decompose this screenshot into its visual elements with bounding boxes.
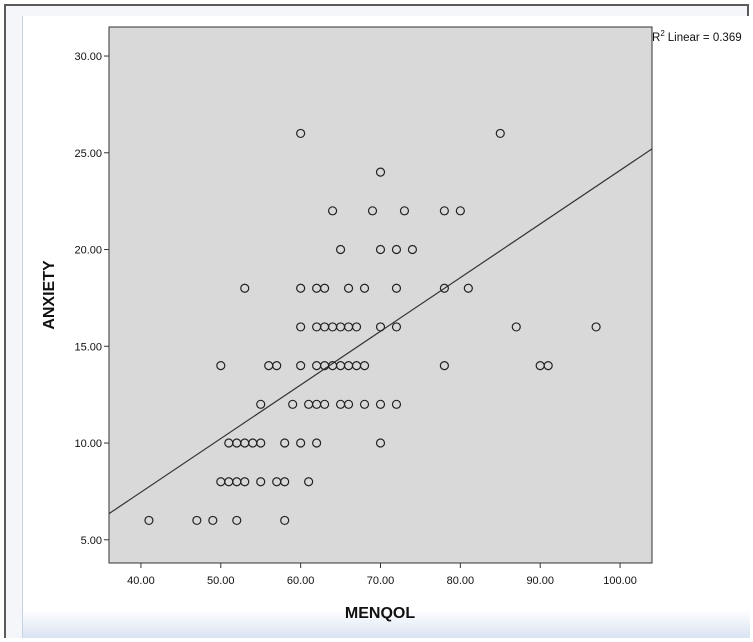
data-point: [391, 399, 402, 409]
x-tick-label: 50.00: [207, 575, 235, 587]
data-point: [312, 438, 322, 448]
x-tick-label: 40.00: [127, 575, 155, 587]
data-point: [391, 322, 402, 332]
data-point: [439, 283, 449, 293]
data-point: [272, 361, 282, 371]
x-axis-ticks: 40.00 50.00 60.00 70.00 80.00 90.00 100.00: [127, 563, 637, 587]
r-squared-superscript: 2: [660, 29, 665, 38]
x-tick-label: 100.00: [603, 575, 637, 587]
data-point: [320, 283, 330, 293]
y-tick-label: 15.00: [74, 341, 102, 353]
data-point: [192, 515, 202, 526]
data-point: [495, 128, 505, 139]
data-point: [240, 477, 250, 487]
data-point: [208, 515, 218, 526]
data-point: [216, 361, 226, 371]
panel-bottom-gradient: [23, 610, 750, 638]
data-point: [399, 206, 410, 216]
data-point: [375, 322, 386, 332]
x-tick-label: 60.00: [287, 575, 315, 587]
y-tick-label: 25.00: [74, 148, 102, 160]
r-squared-value: Linear = 0.369: [668, 32, 742, 44]
x-tick-label: 80.00: [447, 575, 475, 587]
x-tick-label: 90.00: [526, 575, 554, 587]
r-squared-label: R2 Linear = 0.369: [652, 29, 742, 44]
data-point: [343, 399, 354, 409]
data-point: [359, 283, 370, 293]
data-point: [375, 438, 386, 448]
y-tick-label: 30.00: [74, 51, 102, 63]
data-point: [280, 477, 290, 487]
data-point: [296, 438, 306, 448]
data-point: [463, 283, 473, 293]
data-point: [280, 438, 290, 448]
data-point: [391, 283, 402, 293]
data-point: [367, 206, 378, 216]
data-point: [232, 515, 242, 526]
data-point: [391, 244, 402, 255]
data-point: [439, 361, 449, 371]
y-tick-label: 10.00: [74, 438, 102, 450]
x-tick-label: 70.00: [367, 575, 395, 587]
x-axis-label: MENQOL: [345, 605, 415, 622]
data-point: [327, 206, 338, 216]
data-point: [296, 128, 306, 139]
y-axis-label: ANXIETY: [41, 260, 58, 330]
r-squared-prefix: R: [652, 32, 660, 44]
data-point: [280, 515, 290, 526]
data-point: [144, 515, 154, 526]
data-points: [144, 128, 601, 526]
data-point: [343, 283, 354, 293]
y-axis-ticks: 5.00 10.00 15.00 20.00 25.00 30.00: [74, 51, 109, 547]
data-point: [407, 244, 418, 255]
data-point: [335, 244, 346, 255]
data-point: [375, 399, 386, 409]
data-point: [296, 322, 306, 332]
data-point: [256, 399, 266, 409]
data-point: [320, 399, 330, 409]
data-point: [359, 361, 370, 371]
data-point: [455, 206, 465, 216]
data-point: [256, 438, 266, 448]
y-tick-label: 5.00: [81, 535, 102, 547]
data-point: [359, 399, 370, 409]
plot-area: [108, 26, 653, 564]
data-point: [296, 361, 306, 371]
data-point: [256, 477, 266, 487]
data-point: [351, 322, 362, 332]
data-point: [288, 399, 298, 409]
data-point: [296, 283, 306, 293]
y-tick-label: 20.00: [74, 245, 102, 257]
data-point: [375, 167, 386, 177]
data-point: [543, 361, 553, 371]
data-point: [591, 322, 601, 332]
data-point: [511, 322, 521, 332]
data-point: [304, 477, 314, 487]
data-point: [375, 244, 386, 255]
data-point: [240, 283, 250, 293]
data-point: [439, 206, 449, 216]
